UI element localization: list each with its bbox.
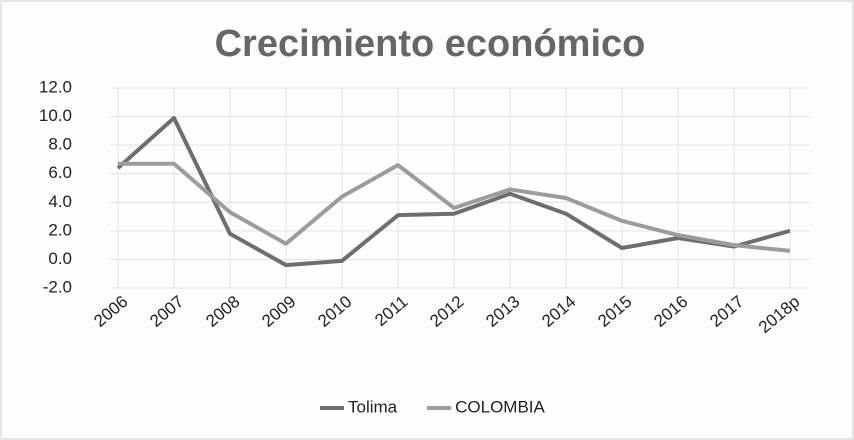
- y-tick-label: 4.0: [48, 192, 72, 211]
- y-tick-label: 10.0: [39, 106, 72, 125]
- y-tick-label: 0.0: [48, 249, 72, 268]
- line-series: [116, 116, 791, 268]
- legend-label: COLOMBIA: [455, 397, 545, 416]
- chart-title: Crecimiento económico: [215, 23, 646, 65]
- line-series: [118, 161, 791, 253]
- y-tick-label: -2.0: [43, 277, 72, 296]
- y-tick-label: 8.0: [48, 135, 72, 154]
- legend-label: Tolima: [348, 397, 398, 416]
- y-tick-label: 2.0: [48, 220, 72, 239]
- y-tick-label: 6.0: [48, 163, 72, 182]
- y-tick-label: 12.0: [39, 77, 72, 96]
